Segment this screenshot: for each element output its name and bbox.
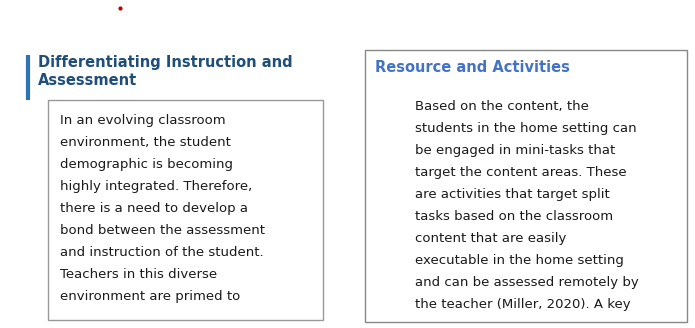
Text: Assessment: Assessment	[38, 73, 137, 88]
Text: there is a need to develop a: there is a need to develop a	[60, 202, 248, 215]
Text: are activities that target split: are activities that target split	[415, 188, 610, 201]
Text: executable in the home setting: executable in the home setting	[415, 254, 624, 267]
Text: Teachers in this diverse: Teachers in this diverse	[60, 268, 217, 281]
Text: Resource and Activities: Resource and Activities	[375, 60, 570, 75]
Text: target the content areas. These: target the content areas. These	[415, 166, 627, 179]
Text: environment are primed to: environment are primed to	[60, 290, 240, 303]
Text: students in the home setting can: students in the home setting can	[415, 122, 637, 135]
Bar	[365, 50, 687, 322]
Text: and can be assessed remotely by: and can be assessed remotely by	[415, 276, 639, 289]
Text: bond between the assessment: bond between the assessment	[60, 224, 265, 237]
Text: content that are easily: content that are easily	[415, 232, 566, 245]
Text: and instruction of the student.: and instruction of the student.	[60, 246, 263, 259]
Text: Differentiating Instruction and: Differentiating Instruction and	[38, 55, 293, 70]
Text: Based on the content, the: Based on the content, the	[415, 100, 589, 113]
Text: environment, the student: environment, the student	[60, 136, 231, 149]
Bar	[48, 100, 323, 320]
Text: be engaged in mini-tasks that: be engaged in mini-tasks that	[415, 144, 615, 157]
Text: the teacher (Miller, 2020). A key: the teacher (Miller, 2020). A key	[415, 298, 630, 311]
Text: In an evolving classroom: In an evolving classroom	[60, 114, 226, 127]
Text: highly integrated. Therefore,: highly integrated. Therefore,	[60, 180, 252, 193]
Text: tasks based on the classroom: tasks based on the classroom	[415, 210, 613, 223]
Text: demographic is becoming: demographic is becoming	[60, 158, 233, 171]
